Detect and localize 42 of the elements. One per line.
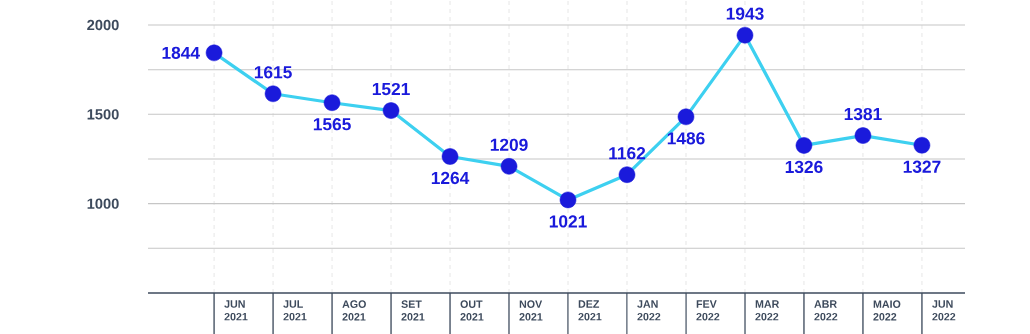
point: [264, 85, 282, 103]
data-label: 1565: [313, 118, 351, 131]
point: [559, 191, 577, 209]
data-label: 1521: [372, 82, 410, 96]
x-tick-label: DEZ 2021: [578, 300, 602, 321]
point: [854, 127, 872, 144]
data-label: 1615: [254, 66, 292, 79]
point: [618, 166, 636, 183]
x-tick-label: MAR 2022: [755, 300, 780, 321]
data-label: 1162: [609, 147, 646, 160]
x-tick-label: FEV 2022: [696, 300, 720, 321]
data-label: 1844: [162, 46, 200, 60]
data-label: 1209: [490, 138, 528, 151]
data-label: 1381: [844, 107, 882, 121]
y-tick-label: 1500: [87, 109, 119, 120]
data-label: 1327: [903, 160, 941, 173]
point: [736, 26, 754, 44]
data-label: 1021: [549, 215, 587, 228]
point: [913, 136, 931, 154]
point: [441, 148, 459, 165]
data-label: 1943: [726, 7, 764, 20]
x-tick-label: JUN 2021: [224, 300, 248, 321]
x-tick-label: OUT 2021: [460, 300, 484, 321]
x-tick-label: JUL 2021: [283, 300, 307, 321]
x-tick-label: SET 2021: [401, 300, 425, 321]
data-label: 1326: [785, 160, 823, 174]
data-label: 1486: [667, 132, 705, 145]
x-tick-label: NOV 2021: [519, 300, 543, 321]
x-tick-label: MAIO 2022: [873, 300, 901, 321]
point: [677, 108, 695, 126]
point: [323, 94, 341, 111]
x-tick-label: JUN 2022: [932, 300, 956, 321]
y-tick-label: 1000: [87, 198, 119, 209]
x-tick-label: JAN 2022: [637, 300, 661, 321]
point: [500, 158, 518, 175]
y-tick-label: 2000: [87, 19, 119, 31]
point: [205, 44, 223, 62]
x-tick-label: AGO 2021: [342, 300, 366, 321]
point: [795, 137, 813, 154]
x-tick-label: ABR 2022: [814, 300, 838, 321]
data-label: 1264: [431, 171, 470, 185]
point: [382, 102, 400, 119]
